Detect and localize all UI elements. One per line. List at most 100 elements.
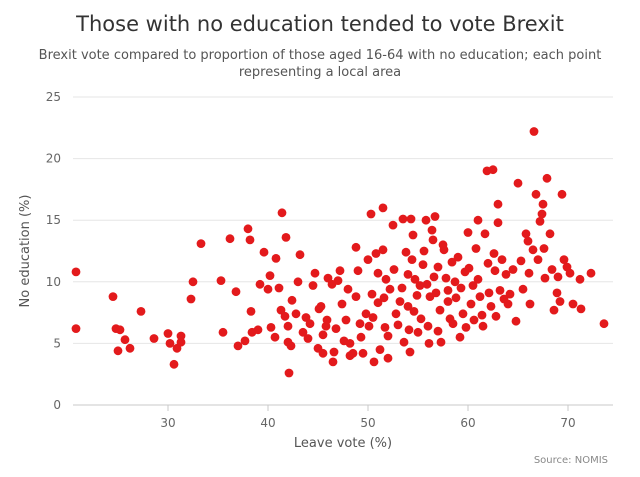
data-point[interactable] — [490, 266, 500, 276]
data-point[interactable] — [495, 286, 505, 295]
data-point[interactable] — [505, 289, 515, 299]
data-point[interactable] — [436, 337, 446, 347]
data-point[interactable] — [259, 247, 269, 257]
data-point[interactable] — [433, 262, 443, 272]
data-point[interactable] — [337, 299, 347, 309]
data-point[interactable] — [518, 284, 528, 294]
data-point[interactable] — [535, 217, 545, 226]
data-point[interactable] — [266, 323, 276, 332]
data-point[interactable] — [435, 305, 445, 315]
data-point[interactable] — [497, 255, 507, 264]
data-point[interactable] — [391, 309, 401, 319]
data-point[interactable] — [388, 220, 398, 230]
data-point[interactable] — [439, 245, 449, 255]
data-point[interactable] — [433, 326, 443, 336]
data-point[interactable] — [378, 245, 388, 255]
data-point[interactable] — [575, 274, 585, 284]
data-point[interactable] — [441, 273, 451, 283]
data-point[interactable] — [383, 331, 393, 341]
data-point[interactable] — [113, 346, 123, 356]
data-point[interactable] — [456, 283, 466, 293]
data-point[interactable] — [491, 311, 501, 321]
data-point[interactable] — [364, 321, 374, 331]
data-point[interactable] — [295, 250, 305, 260]
data-point[interactable] — [341, 315, 351, 325]
data-point[interactable] — [473, 274, 483, 284]
data-point[interactable] — [277, 208, 287, 218]
data-point[interactable] — [458, 309, 468, 319]
data-point[interactable] — [451, 293, 461, 303]
data-point[interactable] — [537, 209, 547, 219]
data-point[interactable] — [216, 276, 226, 285]
data-point[interactable] — [351, 292, 361, 301]
data-point[interactable] — [447, 257, 457, 267]
data-point[interactable] — [225, 234, 235, 244]
data-point[interactable] — [468, 281, 478, 290]
data-point[interactable] — [71, 324, 81, 333]
data-point[interactable] — [427, 225, 437, 235]
data-point[interactable] — [533, 255, 543, 264]
data-point[interactable] — [463, 228, 473, 237]
data-point[interactable] — [286, 341, 296, 351]
data-point[interactable] — [243, 224, 253, 234]
data-point[interactable] — [149, 334, 159, 343]
data-point[interactable] — [531, 189, 541, 199]
data-point[interactable] — [355, 319, 365, 329]
data-point[interactable] — [401, 247, 411, 257]
data-point[interactable] — [120, 335, 130, 345]
data-point[interactable] — [368, 313, 378, 322]
data-point[interactable] — [274, 283, 284, 293]
data-point[interactable] — [366, 209, 376, 219]
data-point[interactable] — [397, 283, 407, 293]
data-point[interactable] — [348, 348, 358, 358]
data-point[interactable] — [356, 332, 366, 342]
data-point[interactable] — [115, 325, 125, 335]
data-point[interactable] — [503, 299, 513, 309]
data-point[interactable] — [557, 189, 567, 199]
data-point[interactable] — [246, 307, 256, 316]
data-point[interactable] — [545, 229, 555, 239]
data-point[interactable] — [125, 343, 135, 353]
data-point[interactable] — [136, 307, 146, 316]
data-point[interactable] — [513, 178, 523, 188]
data-point[interactable] — [422, 279, 432, 289]
data-point[interactable] — [477, 310, 487, 320]
data-point[interactable] — [403, 270, 413, 279]
data-point[interactable] — [186, 294, 196, 304]
data-point[interactable] — [405, 347, 415, 357]
data-point[interactable] — [511, 316, 521, 326]
data-point[interactable] — [484, 288, 494, 298]
data-point[interactable] — [305, 319, 315, 329]
data-point[interactable] — [240, 336, 250, 346]
data-point[interactable] — [525, 299, 535, 309]
data-point[interactable] — [421, 215, 431, 225]
data-point[interactable] — [576, 304, 586, 314]
data-point[interactable] — [453, 252, 463, 262]
data-point[interactable] — [284, 368, 294, 378]
data-point[interactable] — [233, 341, 243, 351]
data-point[interactable] — [271, 254, 281, 263]
data-point[interactable] — [383, 353, 393, 363]
data-point[interactable] — [553, 272, 563, 282]
data-point[interactable] — [478, 321, 488, 331]
data-point[interactable] — [418, 260, 428, 269]
data-point[interactable] — [416, 314, 426, 324]
data-point[interactable] — [367, 289, 377, 299]
data-point[interactable] — [353, 266, 363, 276]
data-point[interactable] — [403, 302, 413, 311]
data-point[interactable] — [385, 284, 395, 294]
data-point[interactable] — [163, 329, 173, 338]
data-point[interactable] — [443, 286, 453, 295]
data-point[interactable] — [263, 284, 273, 294]
data-point[interactable] — [369, 357, 379, 367]
data-point[interactable] — [412, 291, 422, 300]
data-point[interactable] — [493, 218, 503, 228]
data-point[interactable] — [552, 288, 562, 298]
data-point[interactable] — [431, 288, 441, 298]
data-point[interactable] — [555, 297, 565, 306]
data-point[interactable] — [176, 337, 186, 347]
data-point[interactable] — [398, 214, 408, 224]
data-point[interactable] — [423, 321, 433, 331]
data-point[interactable] — [381, 274, 391, 284]
data-point[interactable] — [480, 229, 490, 239]
